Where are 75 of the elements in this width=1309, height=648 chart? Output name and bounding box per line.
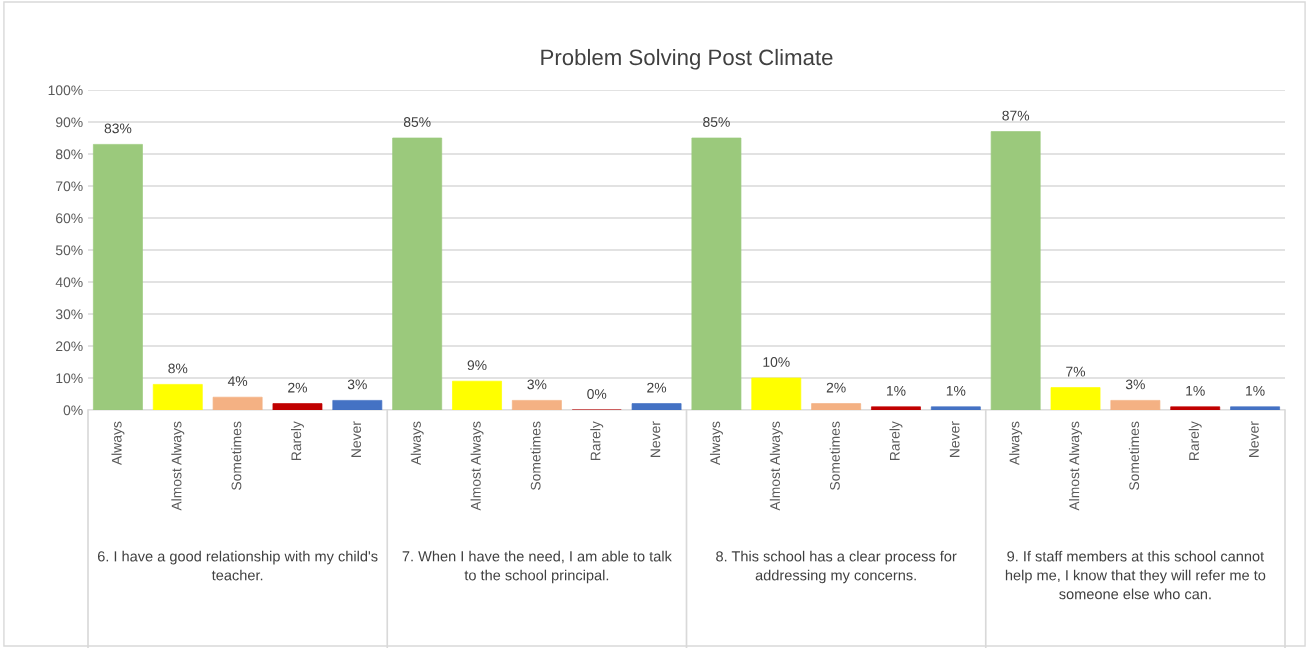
bar xyxy=(212,396,263,410)
data-label: 3% xyxy=(347,379,367,390)
bar xyxy=(1050,387,1101,410)
x-tick-label: Rarely xyxy=(1188,421,1202,461)
data-label: 2% xyxy=(288,382,308,393)
data-label: 1% xyxy=(946,385,966,396)
x-tick-label: Sometimes xyxy=(829,421,840,490)
y-tick-label: 10% xyxy=(56,373,83,384)
bar xyxy=(990,131,1041,410)
data-label: 85% xyxy=(403,117,431,127)
text: 6. I have a good relationship with my child's teacher. xyxy=(97,550,378,581)
y-tick-label: 20% xyxy=(56,341,83,352)
y-tick-label: 30% xyxy=(55,309,83,320)
y-tick-label: 40% xyxy=(55,277,83,288)
data-label: 1% xyxy=(887,385,906,396)
bar xyxy=(930,406,981,410)
data-label: 7% xyxy=(1066,366,1086,377)
y-tick-label: 60% xyxy=(56,213,83,224)
x-tick-label: Always xyxy=(1009,421,1023,466)
y-tick-label: 70% xyxy=(56,181,83,192)
data-label: 2% xyxy=(647,382,667,393)
x-tick-label: Rarely xyxy=(889,421,903,461)
x-tick-label: Sometimes xyxy=(530,421,541,490)
data-label: 3% xyxy=(527,379,547,390)
data-label: 0% xyxy=(587,389,607,399)
x-tick-label: Never xyxy=(1249,421,1259,458)
bar xyxy=(1230,406,1280,410)
x-tick-label: Almost Always xyxy=(171,421,185,511)
x-tick-label: Never xyxy=(949,421,960,458)
x-tick-label: Always xyxy=(410,421,424,466)
x-tick-label: Always xyxy=(111,421,125,466)
bar xyxy=(93,144,143,410)
y-tick-label: 0% xyxy=(63,405,83,416)
x-tick-label: Almost Always xyxy=(1069,421,1082,511)
x-tick-label: Almost Always xyxy=(470,421,484,511)
data-label: 2% xyxy=(826,382,846,393)
text: 9. If staff members at this school cannot help me, I know that they will refer me to someone else who can. xyxy=(1005,550,1266,600)
bar xyxy=(452,380,502,410)
data-label: 9% xyxy=(467,360,487,371)
y-tick-label: 100% xyxy=(48,85,83,96)
x-tick-label: Never xyxy=(650,421,661,458)
bar xyxy=(511,400,562,410)
y-tick-label: 50% xyxy=(55,245,83,256)
bar xyxy=(871,406,921,410)
text: 8. This school has a clear process for addressing my concerns. xyxy=(716,550,957,584)
bar xyxy=(152,384,203,410)
y-tick-label: 80% xyxy=(55,149,83,160)
data-label: 1% xyxy=(1246,385,1265,396)
bar xyxy=(1170,406,1221,410)
data-label: 10% xyxy=(763,357,790,367)
x-tick-label: Sometimes xyxy=(1128,421,1140,490)
y-tick-label: 90% xyxy=(55,117,83,128)
bar xyxy=(332,400,383,410)
x-tick-label: Never xyxy=(351,421,362,458)
data-label: 3% xyxy=(1125,379,1145,390)
x-tick-label: Rarely xyxy=(291,421,304,461)
data-label: 83% xyxy=(104,123,132,134)
data-label: 85% xyxy=(703,117,730,127)
text: 7. When I have the need, I am able to talk to the school principal. xyxy=(402,550,672,584)
bar xyxy=(392,137,443,410)
data-label: 8% xyxy=(168,363,188,374)
x-tick-label: Rarely xyxy=(590,421,604,461)
chart-title: Problem Solving Post Climate xyxy=(541,48,833,70)
x-tick-label: Almost Always xyxy=(769,421,783,511)
data-label: 87% xyxy=(1002,110,1030,121)
x-tick-label: Sometimes xyxy=(231,421,242,490)
bar xyxy=(811,403,862,410)
bar xyxy=(751,377,802,410)
bar xyxy=(1110,400,1161,410)
bar xyxy=(272,403,323,410)
data-label: 4% xyxy=(227,376,248,387)
bar xyxy=(631,403,682,410)
data-label: 1% xyxy=(1186,385,1205,396)
bar xyxy=(691,137,742,410)
x-tick-label: Always xyxy=(709,421,723,466)
